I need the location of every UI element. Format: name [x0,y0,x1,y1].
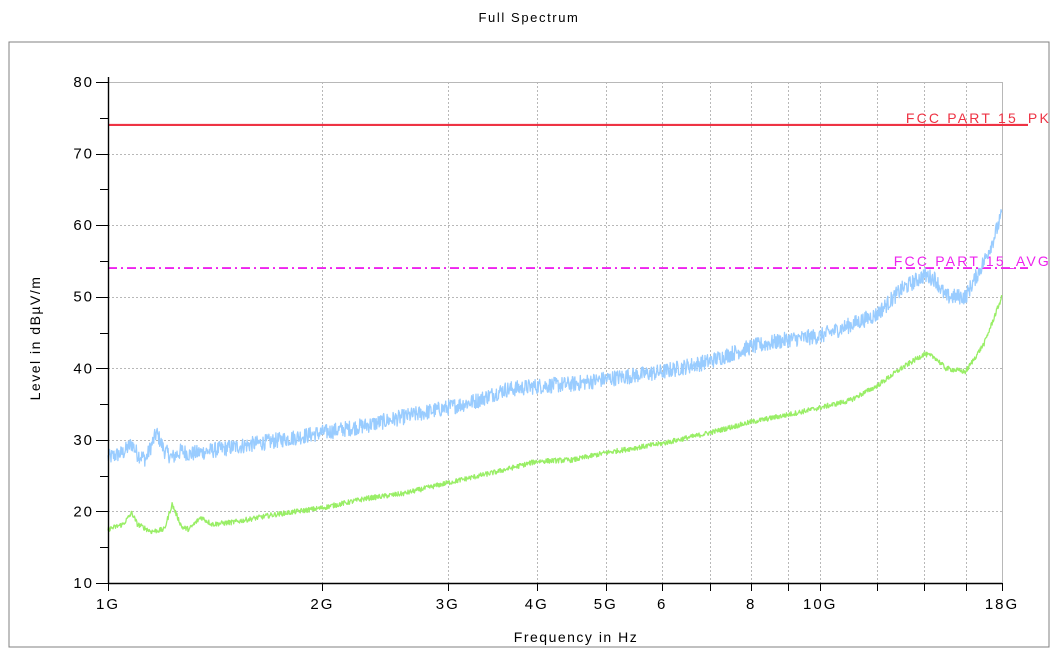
tick-labels: 10 20 30 40 50 60 70 80 1G 2G 3G 4G 5G 6 8 10G 18G [73,74,1019,613]
x-tick-label: 5G [594,596,618,613]
limit-label: FCC PART 15_AVG [894,253,1051,269]
x-tick-label: 4G [525,596,549,613]
x-tick-label: 8 [746,596,756,613]
y-axis-title: Level in dBµV/m [27,276,43,401]
x-tick-label: 18G [985,596,1019,613]
y-tick-label: 60 [73,217,94,234]
limit-lines: FCC PART 15_PK FCC PART 15_AVG [108,110,1051,269]
limit-label: FCC PART 15_PK [906,110,1051,126]
chart-title: Full Spectrum [479,10,580,25]
x-axis-title: Frequency in Hz [514,629,638,645]
x-tick-label: 6 [657,596,667,613]
grid-lines [108,82,1003,583]
data-series [107,209,1003,535]
y-tick-label: 80 [73,74,94,91]
chart-frame [8,41,1050,648]
series-line [107,209,1003,467]
y-tick-label: 10 [73,575,94,592]
x-tick-label: 2G [310,596,334,613]
y-tick-label: 40 [73,360,94,377]
y-tick-label: 50 [73,289,94,306]
y-tick-label: 30 [73,432,94,449]
x-tick-label: 1G [96,596,120,613]
x-tick-label: 10G [803,596,837,613]
series-line [107,294,1003,535]
x-tick-label: 3G [436,596,460,613]
y-tick-label: 70 [73,146,94,163]
axes [96,77,1003,591]
y-tick-label: 20 [73,503,94,520]
